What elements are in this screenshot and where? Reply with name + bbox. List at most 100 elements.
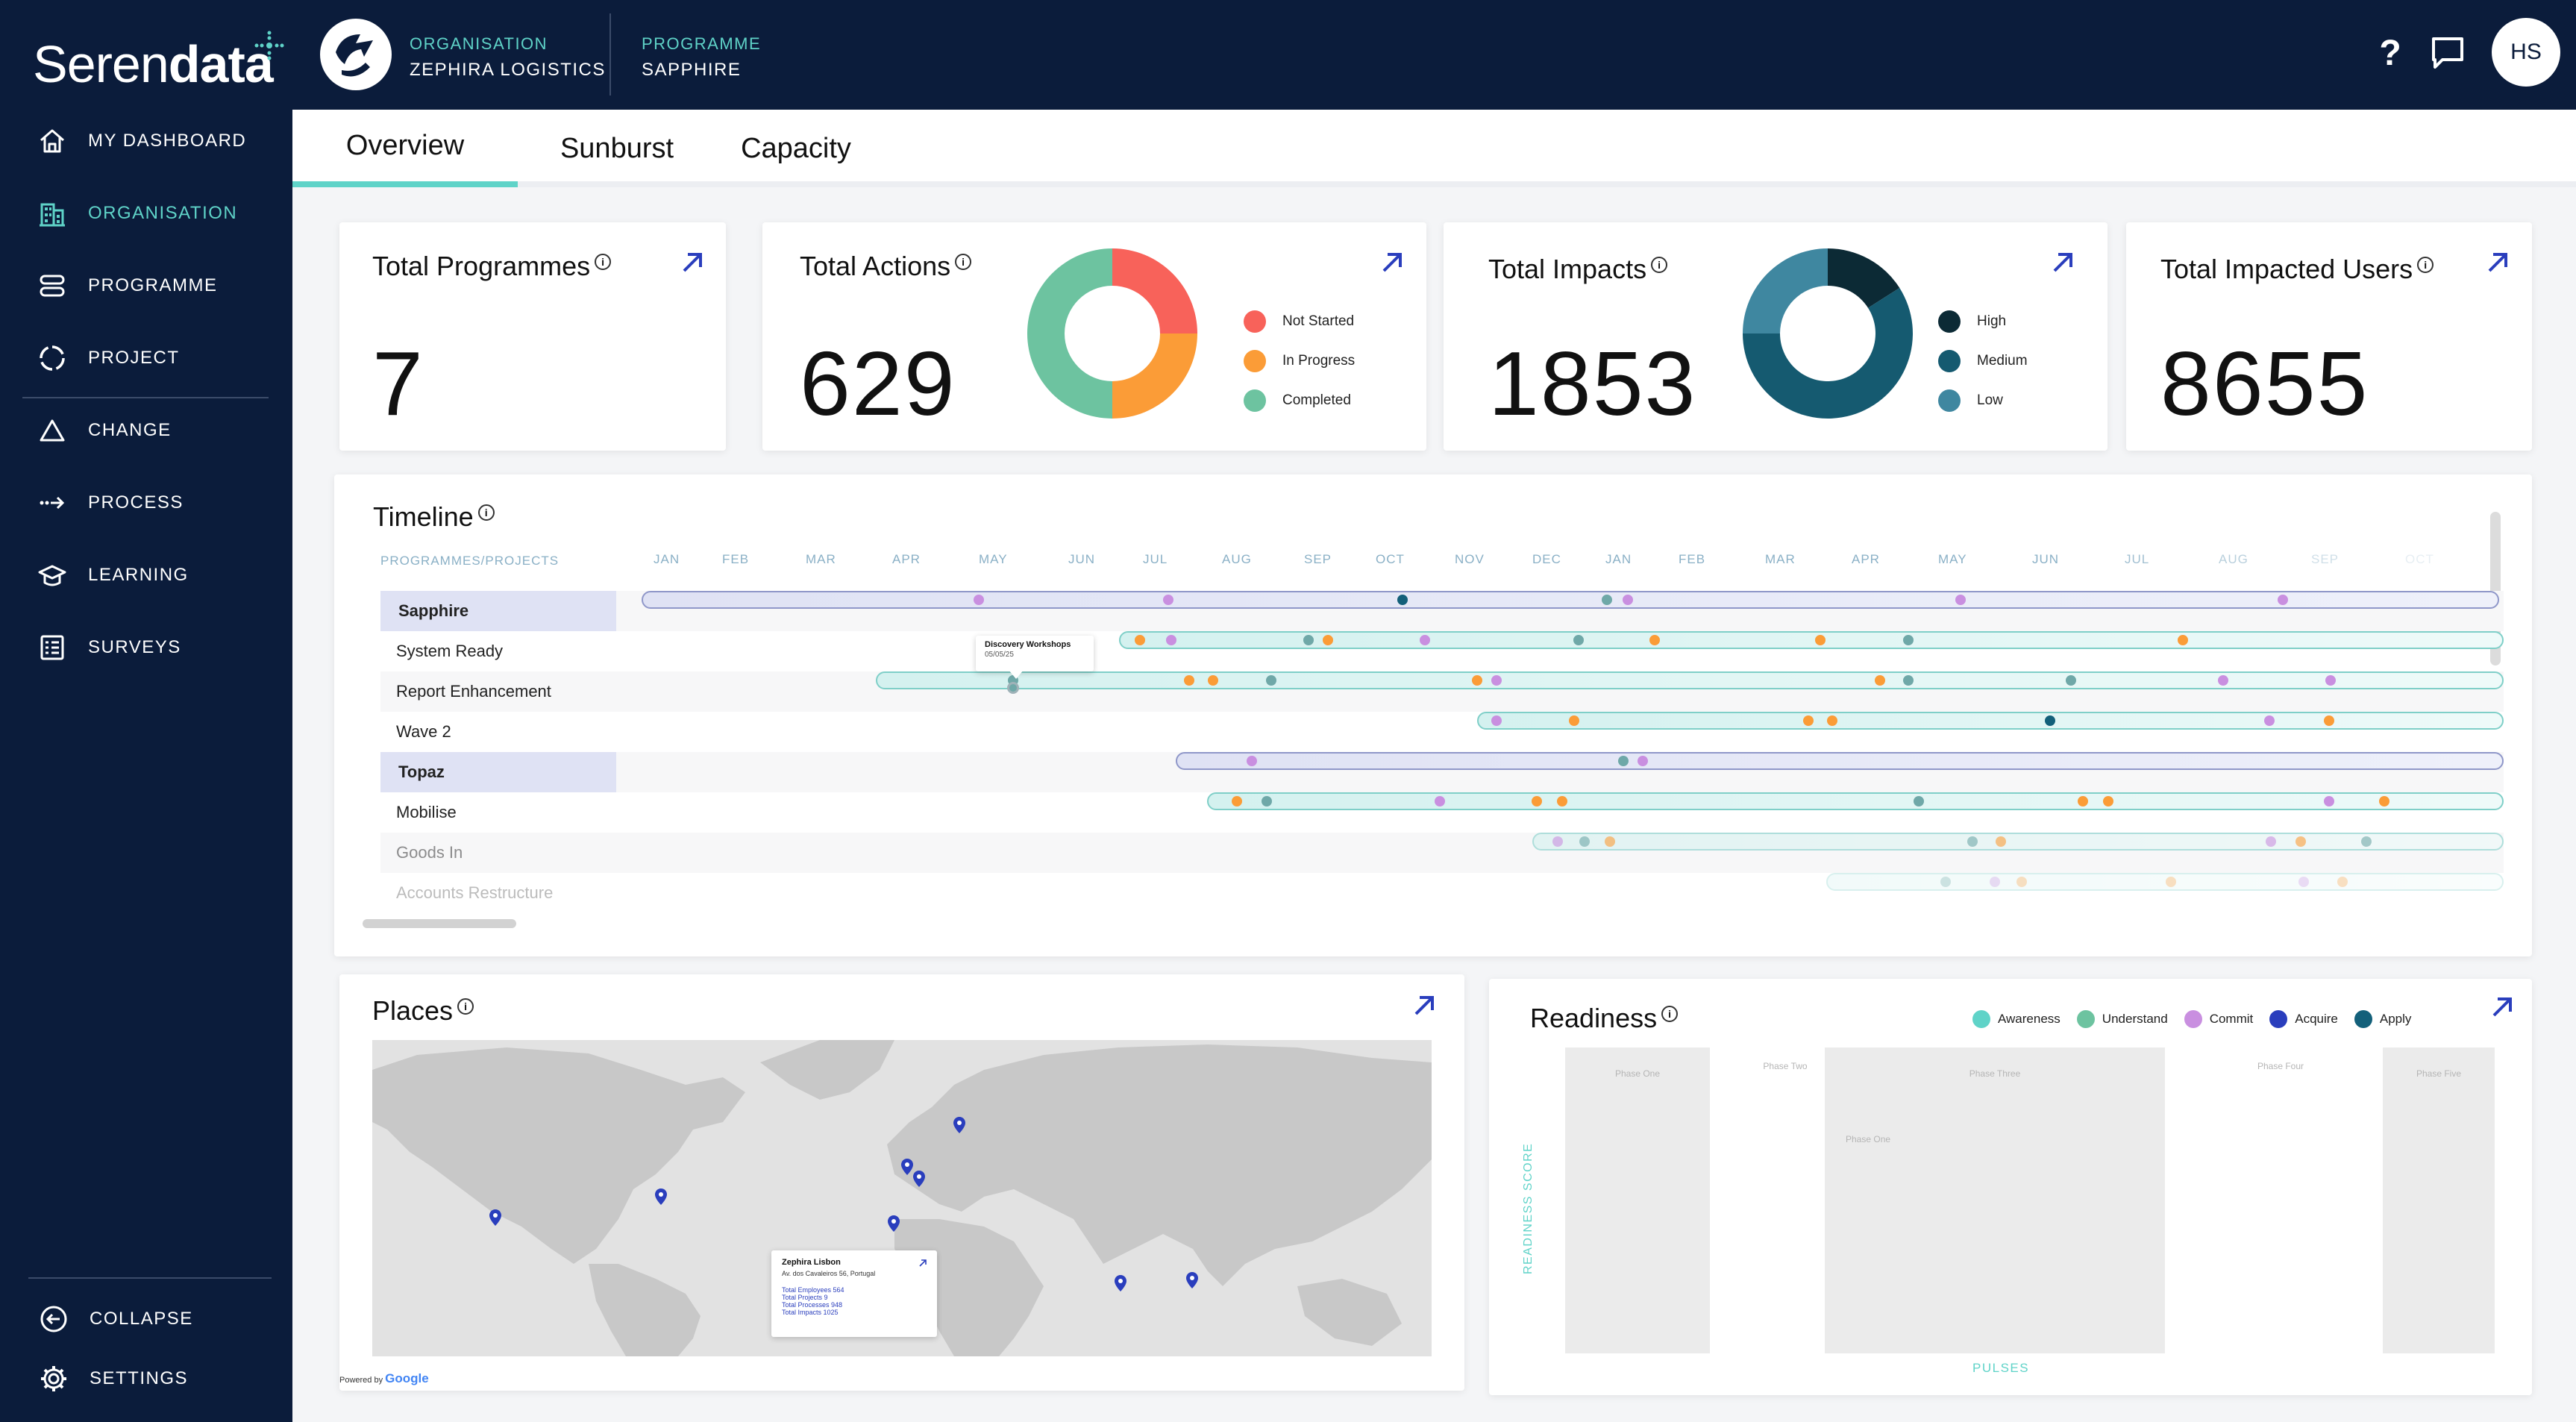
milestone-marker[interactable] (1208, 675, 1218, 686)
sidebar-item-my-dashboard[interactable]: MY DASHBOARD (0, 113, 292, 169)
info-icon[interactable]: i (1651, 257, 1668, 273)
map-pin-icon[interactable] (654, 1188, 668, 1206)
map-pin-icon[interactable] (953, 1116, 966, 1134)
project-gantt-bar[interactable] (1119, 631, 2504, 649)
milestone-marker[interactable] (1266, 675, 1276, 686)
programme-gantt-bar[interactable] (1176, 752, 2504, 770)
sidebar-item-project[interactable]: PROJECT (0, 330, 292, 386)
sidebar-item-programme[interactable]: PROGRAMME (0, 257, 292, 314)
help-icon[interactable]: ? (2379, 34, 2401, 73)
organisation-selector[interactable]: ORGANISATION ZEPHIRA LOGISTICS (410, 34, 606, 81)
info-icon[interactable]: i (595, 254, 612, 270)
expand-arrow-icon[interactable] (1379, 249, 1405, 276)
programme-gantt-bar[interactable] (642, 591, 2499, 609)
milestone-marker[interactable] (2337, 877, 2348, 887)
milestone-marker[interactable] (2078, 796, 2088, 806)
milestone-marker[interactable] (2264, 715, 2275, 726)
info-icon[interactable]: i (2417, 257, 2434, 273)
sidebar-item-surveys[interactable]: SURVEYS (0, 619, 292, 676)
milestone-marker[interactable] (2295, 836, 2306, 847)
milestone-marker[interactable] (2298, 877, 2309, 887)
milestone-marker[interactable] (1815, 635, 1826, 645)
milestone-marker[interactable] (2379, 796, 2389, 806)
milestone-marker[interactable] (2178, 635, 2188, 645)
milestone-marker[interactable] (1163, 595, 1173, 605)
milestone-marker[interactable] (1532, 796, 1542, 806)
milestone-marker[interactable] (1605, 836, 1615, 847)
popup-open-arrow-icon[interactable] (918, 1258, 928, 1268)
sidebar-item-process[interactable]: PROCESS (0, 474, 292, 531)
donut-slice[interactable] (1743, 248, 1828, 333)
donut-slice[interactable] (1112, 333, 1197, 419)
milestone-marker[interactable] (1557, 796, 1567, 806)
milestone-marker[interactable] (2016, 877, 2027, 887)
milestone-marker[interactable] (1435, 796, 1445, 806)
milestone-marker[interactable] (1247, 756, 1257, 766)
project-gantt-bar[interactable] (1532, 833, 2504, 851)
tab-overview[interactable]: Overview (292, 110, 518, 187)
donut-slice[interactable] (1743, 287, 1913, 419)
milestone-marker[interactable] (2266, 836, 2276, 847)
serendata-logo[interactable]: Serendata (33, 35, 274, 93)
milestone-marker[interactable] (2325, 675, 2336, 686)
milestone-marker[interactable] (1623, 595, 1633, 605)
programme-row-label[interactable]: Sapphire (398, 601, 469, 620)
project-row-label[interactable]: Accounts Restructure (396, 883, 554, 902)
milestone-marker[interactable] (1996, 836, 2006, 847)
info-icon[interactable]: i (955, 254, 972, 270)
expand-arrow-icon[interactable] (2049, 249, 2076, 276)
map-pin-icon[interactable] (900, 1158, 914, 1176)
milestone-marker[interactable] (1649, 635, 1660, 645)
milestone-marker[interactable] (1491, 715, 1502, 726)
expand-arrow-icon[interactable] (1411, 992, 1438, 1019)
milestone-marker[interactable] (1397, 595, 1408, 605)
milestone-marker[interactable] (2045, 715, 2055, 726)
milestone-marker[interactable] (1552, 836, 1563, 847)
sidebar-item-learning[interactable]: LEARNING (0, 547, 292, 604)
milestone-marker[interactable] (1638, 756, 1648, 766)
milestone-marker[interactable] (2278, 595, 2288, 605)
milestone-marker[interactable] (1323, 635, 1333, 645)
milestone-marker[interactable] (1569, 715, 1579, 726)
info-icon[interactable]: i (457, 998, 474, 1015)
expand-arrow-icon[interactable] (2489, 994, 2516, 1021)
info-icon[interactable]: i (477, 504, 495, 521)
milestone-marker[interactable] (1967, 836, 1978, 847)
milestone-marker[interactable] (1262, 796, 1272, 806)
settings-button[interactable]: SETTINGS (0, 1350, 292, 1407)
map-pin-icon[interactable] (1185, 1271, 1199, 1289)
milestone-marker[interactable] (1184, 675, 1194, 686)
sidebar-item-change[interactable]: CHANGE (0, 402, 292, 459)
milestone-marker[interactable] (1914, 796, 1924, 806)
expand-arrow-icon[interactable] (679, 249, 706, 276)
milestone-marker[interactable] (1903, 675, 1914, 686)
milestone-marker[interactable] (1618, 756, 1629, 766)
donut-slice[interactable] (1112, 248, 1197, 333)
map-pin-icon[interactable] (887, 1215, 900, 1232)
milestone-marker[interactable] (2324, 796, 2334, 806)
milestone-marker[interactable] (1602, 595, 1612, 605)
project-row-label[interactable]: Mobilise (396, 803, 457, 821)
info-icon[interactable]: i (1661, 1006, 1679, 1022)
milestone-marker[interactable] (2103, 796, 2113, 806)
organisation-logo-icon[interactable] (319, 18, 392, 91)
milestone-marker[interactable] (1827, 715, 1837, 726)
project-gantt-bar[interactable] (1477, 712, 2504, 730)
milestone-marker[interactable] (1940, 877, 1951, 887)
milestone-marker[interactable] (974, 595, 984, 605)
tab-sunburst[interactable]: Sunburst (560, 132, 674, 164)
milestone-marker[interactable] (1875, 675, 1885, 686)
project-gantt-bar[interactable] (1826, 873, 2504, 891)
donut-slice[interactable] (1027, 248, 1112, 419)
donut-slice[interactable] (1828, 248, 1900, 308)
milestone-marker[interactable] (2066, 675, 2076, 686)
programme-row-label[interactable]: Topaz (398, 762, 445, 781)
project-row-label[interactable]: Wave 2 (396, 722, 451, 741)
milestone-marker[interactable] (1573, 635, 1584, 645)
project-gantt-bar[interactable] (1207, 792, 2504, 810)
milestone-marker[interactable] (2218, 675, 2228, 686)
tab-capacity[interactable]: Capacity (741, 132, 851, 164)
avatar[interactable]: HS (2492, 18, 2560, 87)
milestone-marker[interactable] (1303, 635, 1314, 645)
milestone-marker[interactable] (1166, 635, 1176, 645)
